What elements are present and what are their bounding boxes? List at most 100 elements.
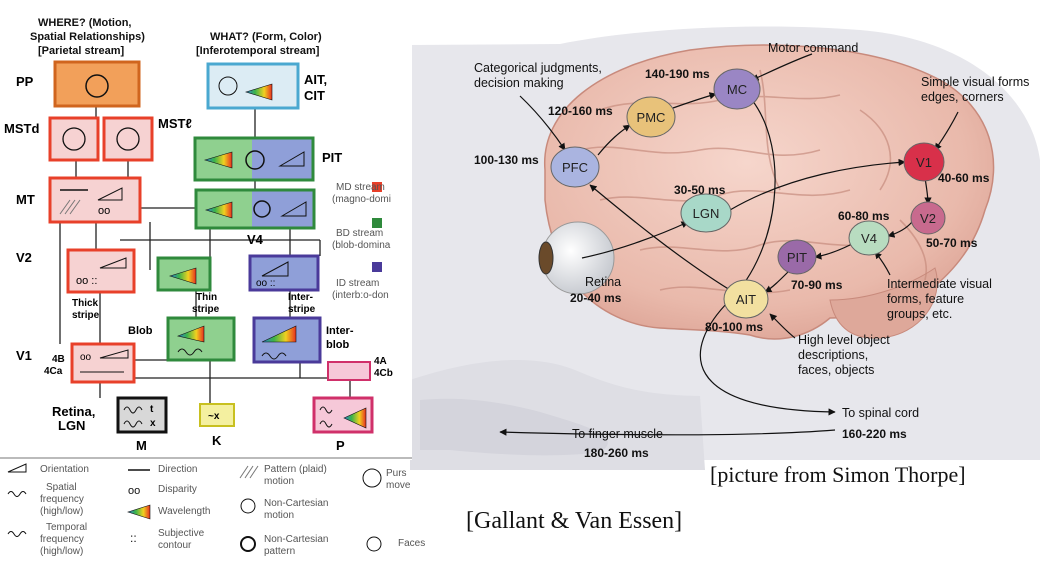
key-faces: Faces xyxy=(398,538,425,549)
annotation-categorical-1: Categorical judgments, xyxy=(474,61,602,75)
label-inter-1: Inter- xyxy=(288,292,313,303)
legend-subjective-contour-icon: :: xyxy=(130,531,137,545)
key-subjective-1: Subjective xyxy=(158,528,205,539)
key-ncmotion-1: Non-Cartesian xyxy=(264,498,328,509)
key-ncmotion-2: motion xyxy=(264,510,294,521)
label-interblob-1: Inter- xyxy=(326,325,354,337)
legend-disparity-icon: oo xyxy=(128,485,140,497)
hand-silhouette xyxy=(420,398,608,456)
annotation-high-1: High level object xyxy=(798,333,890,347)
connector-pfc-pmc xyxy=(597,124,631,156)
key-subjective-2: contour xyxy=(158,540,192,551)
non-cartesian-pattern-icon xyxy=(245,150,265,170)
timing-mc: 140-190 ms xyxy=(645,67,710,81)
area-v1-4a: 4A 4Cb xyxy=(327,356,393,381)
area-v1-interblob: Inter- blob xyxy=(252,316,354,364)
label-mstd: MSTd xyxy=(4,121,39,136)
timing-labels: 100-130 ms 120-160 ms 140-190 ms 30-50 m… xyxy=(474,67,990,460)
node-mc-label: MC xyxy=(727,82,747,97)
label-ait: AIT, xyxy=(304,72,327,87)
legend-faces-icon xyxy=(366,536,382,552)
faces-icon xyxy=(218,76,238,96)
label-m: M xyxy=(136,438,147,453)
wavelength-icon xyxy=(244,83,273,101)
timing-v2: 50-70 ms xyxy=(926,236,978,250)
key-legend: Orientation Direction Pattern (plaid) mo… xyxy=(7,463,425,557)
hierarchy-connectors xyxy=(59,106,351,404)
annotation-spinal: To spinal cord xyxy=(842,406,919,420)
timing-v4: 60-80 ms xyxy=(838,209,890,223)
key-wavelength: Wavelength xyxy=(158,506,210,517)
area-v2-thin: Thin stripe xyxy=(156,256,220,315)
key-orientation: Orientation xyxy=(40,464,89,475)
svg-text:oo ::: oo :: xyxy=(76,275,97,287)
node-pit: PIT xyxy=(777,239,817,275)
node-v4-label: V4 xyxy=(861,231,877,246)
node-v1-circle xyxy=(903,142,945,182)
node-mc-circle xyxy=(713,68,761,110)
svg-text:oo: oo xyxy=(80,352,92,363)
area-mstl: MSTℓ xyxy=(102,116,192,162)
node-pfc: PFC xyxy=(550,146,600,188)
legend-pursuit-icon xyxy=(362,468,382,488)
label-thick-1: Thick xyxy=(72,298,99,309)
connector-retina-lgn xyxy=(581,221,689,259)
timing-ait: 80-100 ms xyxy=(705,320,763,334)
node-pmc: PMC xyxy=(626,96,676,138)
label-v2: V2 xyxy=(16,250,32,265)
legend-non-cartesian-motion-icon xyxy=(240,498,256,514)
label-k: K xyxy=(212,433,222,448)
annotation-intermediate-1: Intermediate visual xyxy=(887,277,992,291)
area-m: t x Retina, LGN M xyxy=(52,396,168,453)
node-v1-label: V1 xyxy=(916,155,932,170)
node-v2-label: V2 xyxy=(920,211,936,226)
label-thin-2: stripe xyxy=(192,304,220,315)
area-v1-4b: oo V1 4B 4Ca xyxy=(16,342,136,384)
area-pit: PIT xyxy=(193,136,342,182)
key-pursuit-1: Purs xyxy=(386,468,407,479)
stream-bd-2: (blob-domina xyxy=(332,240,391,251)
pursuit-icon xyxy=(85,74,109,98)
node-mc: MC xyxy=(713,68,761,110)
key-spatial-1: Spatial xyxy=(46,482,77,493)
svg-text:~x: ~x xyxy=(208,411,220,422)
key-ncpattern-2: pattern xyxy=(264,546,295,557)
label-interblob-2: blob xyxy=(326,339,349,351)
caption-gallant: [Gallant & Van Essen] xyxy=(466,508,682,534)
legend-non-cartesian-pattern-icon xyxy=(240,536,256,552)
node-lgn: LGN xyxy=(680,193,732,233)
node-ait: AIT xyxy=(723,279,769,319)
timing-pmc: 120-160 ms xyxy=(548,104,613,118)
node-pfc-circle xyxy=(550,146,600,188)
annotation-high-3: faces, objects xyxy=(798,363,874,377)
area-k: ~x K xyxy=(199,403,235,448)
key-temporal-2: frequency xyxy=(40,534,84,545)
connector-spinal-finger xyxy=(499,428,836,436)
node-pmc-circle xyxy=(626,96,676,138)
connector-lgn-v1 xyxy=(729,158,906,211)
pursuit-icon xyxy=(116,127,140,151)
node-lgn-label: LGN xyxy=(693,206,720,221)
label-pp: PP xyxy=(16,74,34,89)
label-v1: V1 xyxy=(16,348,32,363)
cerebellum xyxy=(829,267,938,339)
annotation-categorical-2: decision making xyxy=(474,76,564,90)
node-pit-label: PIT xyxy=(787,250,807,265)
node-v2-circle xyxy=(910,201,946,235)
node-ait-label: AIT xyxy=(736,292,756,307)
node-pit-circle xyxy=(777,239,817,275)
connector-v4-pit xyxy=(814,243,853,260)
brain-diagram: PFC PMC MC LGN V1 V2 V4 PIT xyxy=(410,26,1040,487)
hierarchy-diagram: WHERE? (Motion, Spatial Relationships) [… xyxy=(0,0,425,557)
stream-legend: MD stream (magno-domi BD stream (blob-do… xyxy=(332,182,391,301)
annotation-motor: Motor command xyxy=(768,41,858,55)
annotation-intermediate-2: forms, feature xyxy=(887,292,964,306)
key-temporal-1: Temporal xyxy=(46,522,87,533)
where-header-2: Spatial Relationships) xyxy=(30,31,145,43)
area-p: P xyxy=(312,396,374,453)
label-lgn: LGN xyxy=(58,418,85,433)
area-pp: PP xyxy=(16,60,141,108)
svg-text:oo ::: oo :: xyxy=(256,278,275,289)
connector-categorical xyxy=(519,95,566,151)
